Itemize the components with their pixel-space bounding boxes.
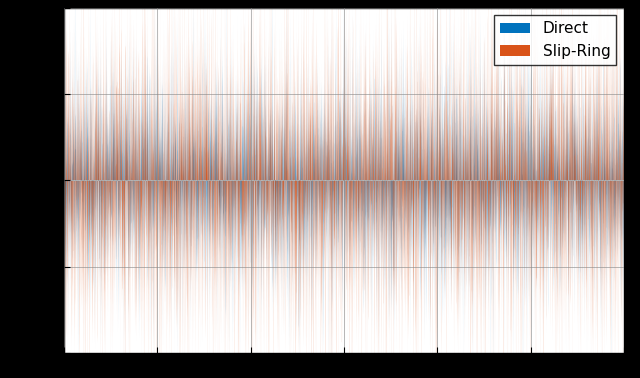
Legend: Direct, Slip-Ring: Direct, Slip-Ring — [493, 15, 616, 65]
